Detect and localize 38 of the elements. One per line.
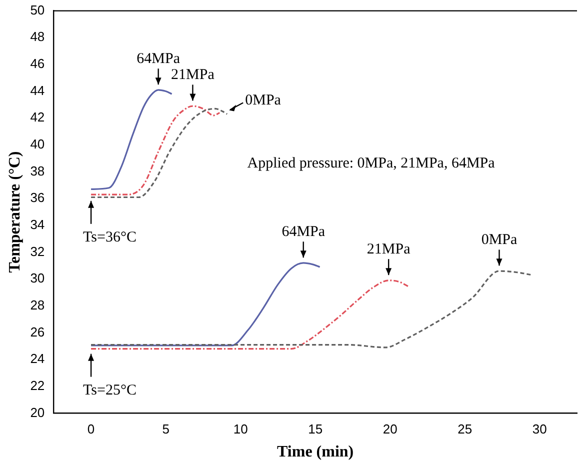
annotation: 64MPa [282,224,326,240]
line-series [90,280,410,350]
y-tick-label: 50 [30,2,45,18]
x-tick-label: 15 [308,422,323,437]
y-tick-label: 30 [30,270,45,286]
x-axis-title: Time (min) [277,444,354,461]
x-tick-label: 10 [233,422,248,437]
line-series [90,262,321,346]
x-tick-label: 20 [382,422,398,437]
y-tick-label: 46 [30,56,45,72]
x-tick-label: 0 [87,422,95,437]
line-series [90,270,533,348]
annotation: Ts=36°C [83,229,136,246]
x-tick-label: 30 [532,422,547,437]
y-tick-label: 40 [30,136,45,152]
annotation: 21MPa [366,242,411,258]
annotation: 64MPa [136,51,180,68]
annotation: 21MPa [171,67,215,84]
y-tick-label: 42 [30,110,45,125]
annotation: 0MPa [245,92,282,109]
annotation: Ts=25°C [83,382,136,398]
y-tick-label: 22 [30,378,45,393]
y-tick-label: 44 [30,82,45,98]
y-tick-label: 48 [30,29,45,44]
y-tick-label: 20 [30,404,45,420]
annotation: 0MPa [481,232,518,248]
x-tick-label: 25 [458,422,472,437]
x-tick-label: 5 [162,422,170,437]
y-axis-title: Temperature (°C) [6,151,24,273]
y-tick-label: 36 [30,190,45,206]
y-tick-label: 34 [30,216,45,232]
y-tick-label: 26 [30,324,45,340]
annotation: Applied pressure: 0MPa, 21MPa, 64MPa [247,156,496,172]
y-tick-label: 24 [30,351,45,366]
y-tick-label: 28 [30,297,45,312]
y-tick-label: 32 [30,244,45,259]
y-tick-label: 38 [30,163,45,178]
line-series [90,89,173,190]
